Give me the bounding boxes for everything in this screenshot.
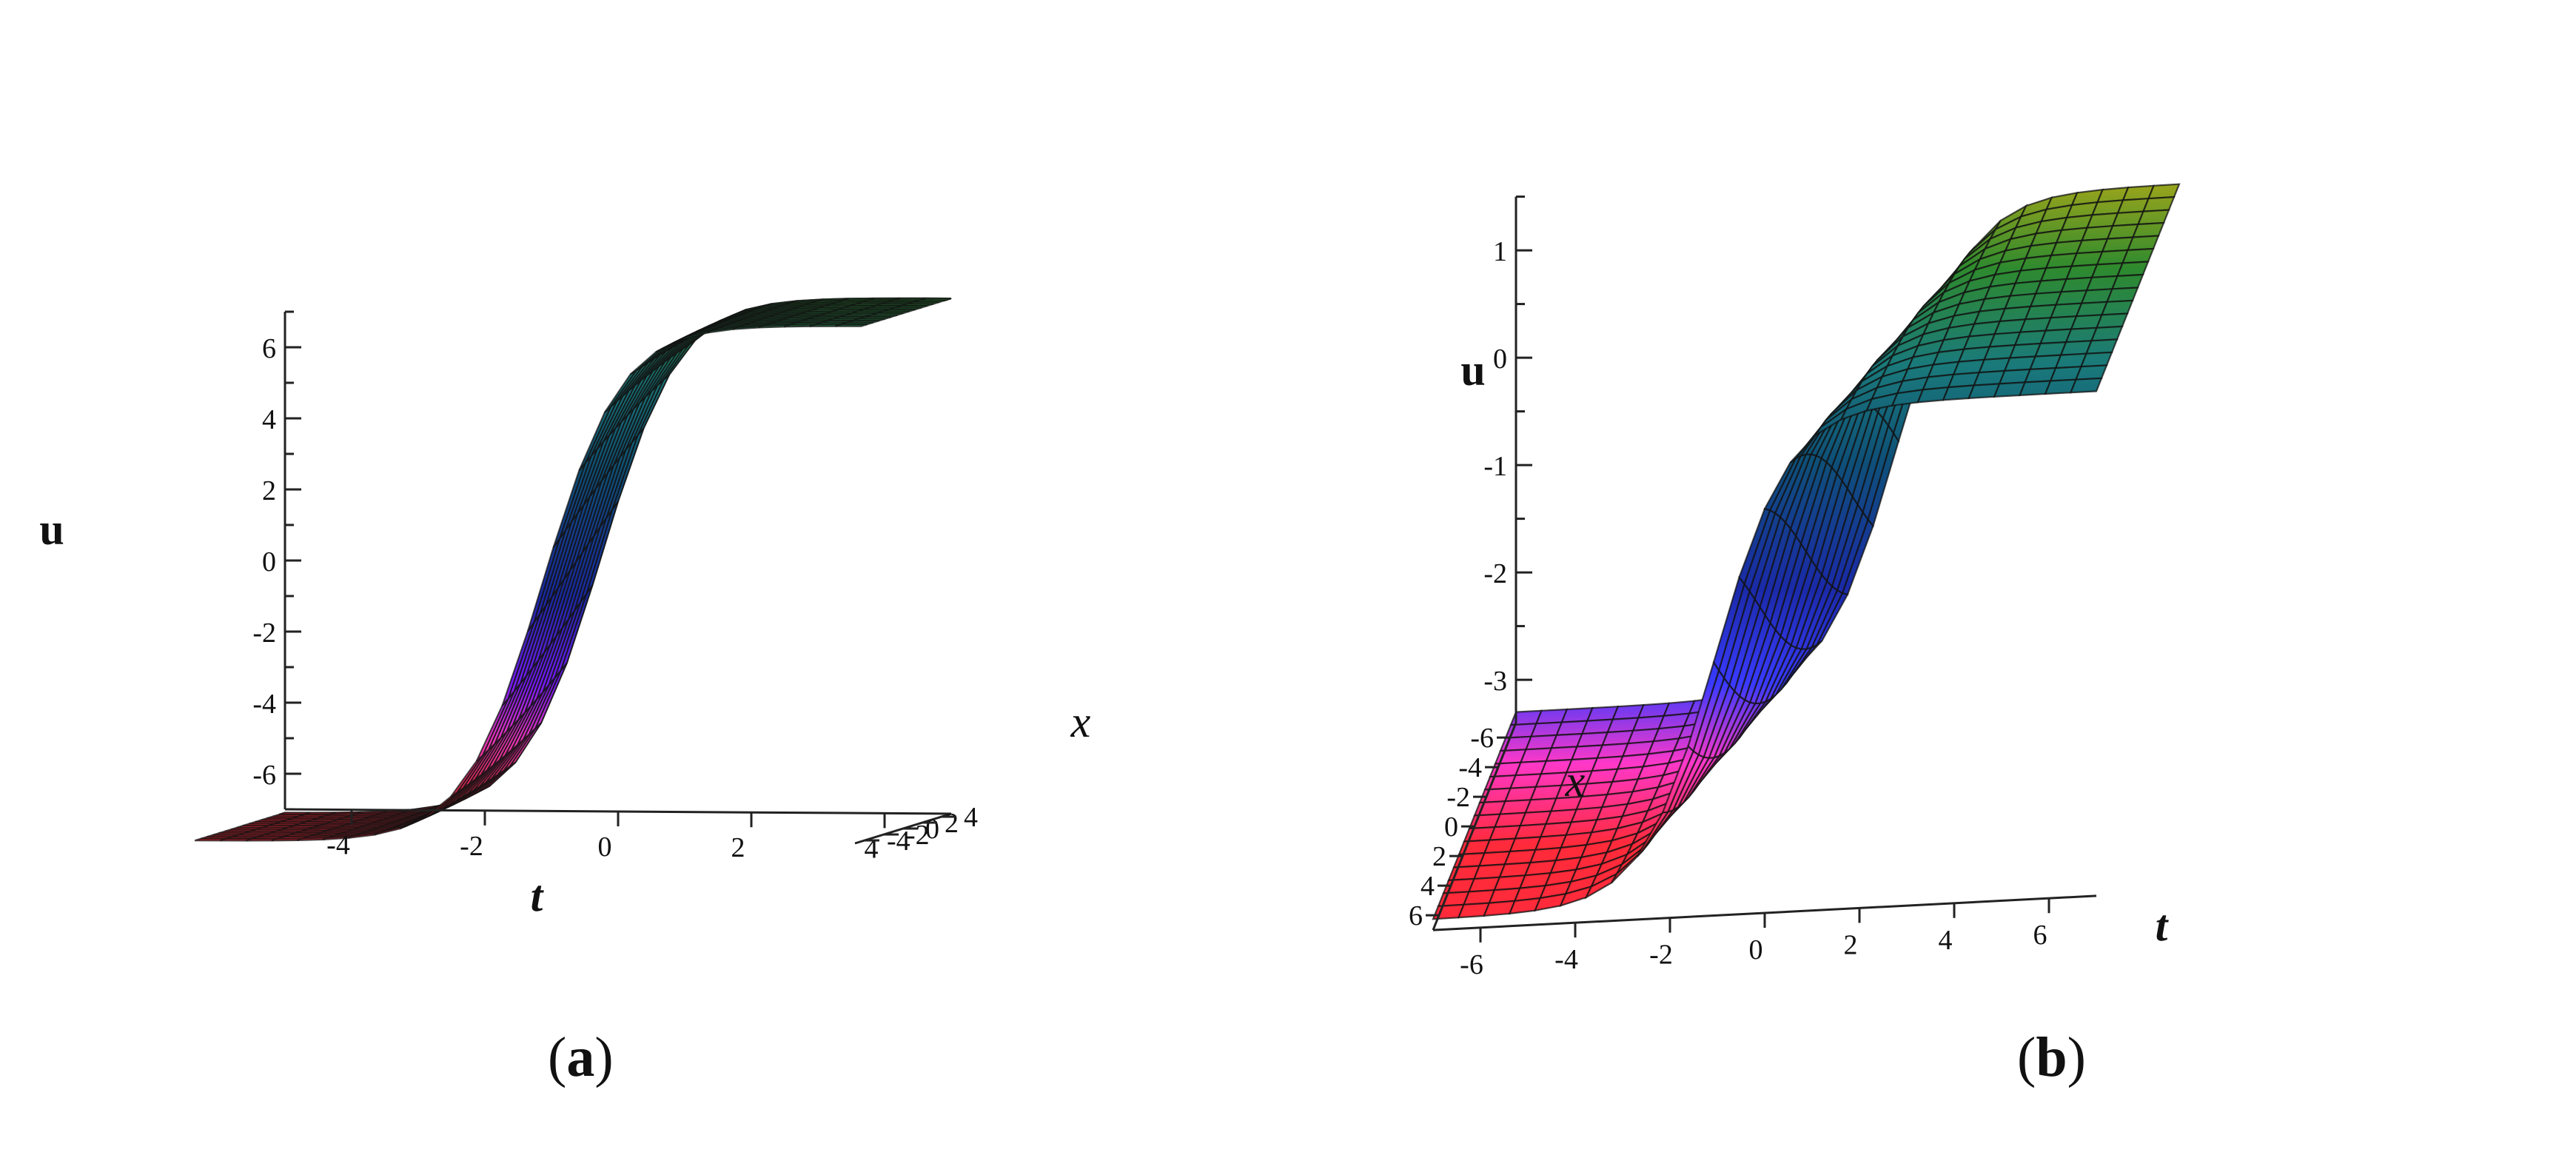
t-tick-label: 6 [2033, 920, 2047, 951]
u-tick-label: 0 [262, 546, 276, 578]
t-tick-label: 0 [1749, 934, 1763, 966]
t-tick-label: -6 [1460, 949, 1483, 980]
t-tick-label: -2 [460, 831, 483, 862]
x-tick-label: 0 [1444, 812, 1458, 843]
u-tick-label: -6 [252, 760, 276, 791]
t-tick-label: -4 [326, 830, 350, 861]
u-tick-label: -3 [1483, 666, 1507, 697]
caption-a: (a) [548, 1026, 614, 1088]
t-tick-label: 4 [1939, 925, 1953, 956]
t-tick-label: 0 [598, 832, 612, 863]
surface-patch [835, 323, 868, 327]
x-axis-title: x [1565, 757, 1586, 806]
x-tick-label: -2 [906, 820, 930, 851]
u-tick-label: 1 [1493, 236, 1507, 267]
caption-b: (b) [2017, 1026, 2086, 1088]
x-tick-label: 0 [925, 814, 939, 845]
x-tick-label: 2 [945, 808, 959, 839]
t-tick-label: -2 [1649, 940, 1673, 971]
t-tick-label: 2 [1844, 929, 1858, 960]
u-tick-label: -1 [1483, 451, 1507, 482]
t-axis-title: t [531, 871, 545, 920]
x-tick-label: -2 [1446, 782, 1470, 813]
u-tick-label: -2 [252, 618, 276, 649]
x-tick-label: 2 [1432, 841, 1446, 872]
u-tick-label: 0 [1493, 344, 1507, 375]
u-tick-label: -2 [1483, 558, 1507, 589]
x-axis-title: x [1070, 697, 1091, 746]
x-tick-label: 4 [1421, 871, 1435, 902]
surface-b [1432, 183, 2181, 920]
t-axis-title: t [2156, 901, 2170, 950]
panel-b: 1 0 -1 -2 -3 -6 -4 -2 0 2 4 6 -6 -4 -2 0 2 4 6 u t x (b) [1288, 0, 2576, 1161]
x-tick-label: -4 [887, 826, 910, 857]
t-tick-label: 2 [731, 832, 745, 863]
u-axis-title: u [39, 505, 64, 554]
u-tick-label: 4 [262, 404, 276, 435]
t-tick-label: 4 [865, 833, 879, 864]
surface-a [194, 297, 952, 842]
x-tick-label: 6 [1409, 900, 1423, 931]
u-tick-label: -4 [252, 689, 276, 720]
surface-patch [1508, 897, 1542, 915]
u-tick-label: 2 [262, 475, 276, 506]
panel-a: 6 4 2 0 -2 -4 -6 -4 -2 0 2 4 -4 -2 0 2 4 u t x (a) [39, 297, 1091, 1088]
x-tick-label: 4 [964, 802, 978, 833]
u-axis-title: u [1460, 346, 1485, 395]
surface-patch [2069, 377, 2103, 394]
x-tick-label: -6 [1470, 723, 1494, 754]
x-tick-label: -4 [1458, 752, 1482, 783]
u-tick-label: 6 [262, 333, 276, 364]
t-tick-label: -4 [1554, 944, 1578, 975]
